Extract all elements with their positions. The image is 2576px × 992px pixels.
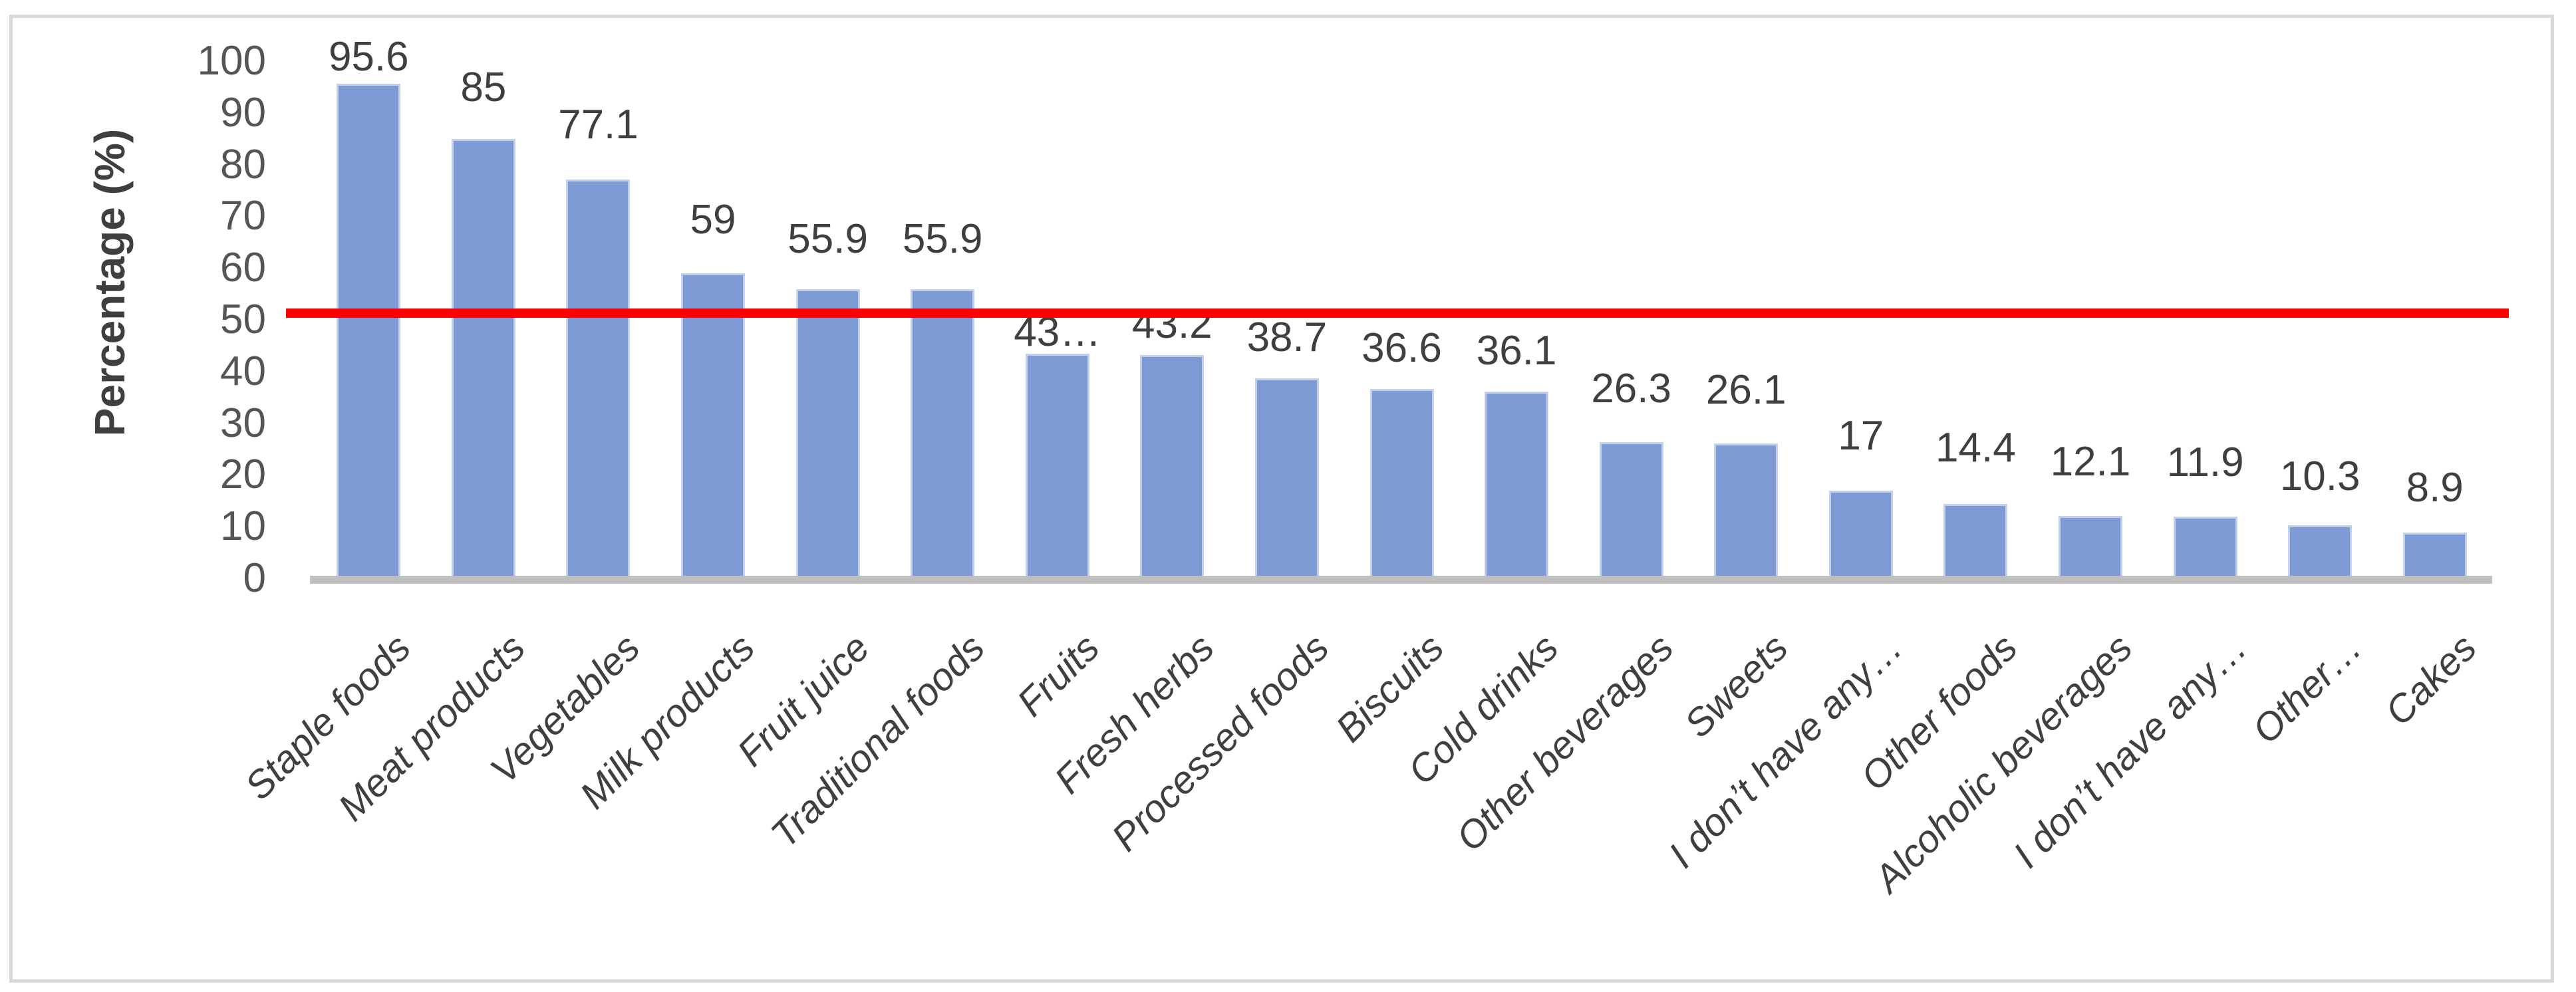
y-tick-label: 0 [243, 555, 266, 601]
data-label: 12.1 [2050, 438, 2131, 485]
chart-frame-border [9, 15, 2554, 983]
data-label: 17 [1838, 412, 1884, 459]
data-label: 55.9 [902, 216, 983, 263]
y-tick-label: 10 [220, 503, 266, 550]
data-label: 95.6 [328, 34, 409, 80]
data-label: 8.9 [2406, 464, 2464, 511]
y-tick-label: 30 [220, 400, 266, 446]
data-label: 11.9 [2166, 439, 2244, 486]
bar [1140, 354, 1205, 578]
x-axis-line [310, 576, 2492, 584]
data-label: 36.1 [1476, 328, 1557, 374]
y-tick-label: 90 [220, 89, 266, 136]
y-tick-label: 100 [197, 38, 266, 84]
data-label: 36.6 [1361, 325, 1442, 372]
bar [2402, 532, 2467, 578]
data-label: 55.9 [787, 216, 868, 263]
bar [2173, 517, 2237, 578]
bar [1599, 442, 1663, 578]
data-label: 10.3 [2279, 453, 2361, 499]
bar [337, 84, 401, 578]
data-label: 77.1 [558, 102, 639, 148]
y-tick-label: 20 [220, 451, 266, 498]
y-tick-label: 70 [220, 193, 266, 239]
bar [1714, 443, 1779, 578]
y-tick-label: 80 [220, 141, 266, 187]
y-tick-label: 60 [220, 245, 266, 291]
data-label: 26.3 [1591, 366, 1671, 412]
data-label: 59 [690, 196, 736, 243]
data-label: 85 [460, 64, 507, 110]
data-label: 14.4 [1935, 424, 2016, 471]
bar [451, 138, 515, 578]
bar [1485, 392, 1549, 578]
data-label: 38.7 [1246, 314, 1328, 360]
y-tick-label: 40 [220, 348, 266, 394]
bar [1943, 503, 2008, 578]
bar [795, 289, 860, 578]
bar [1254, 378, 1319, 578]
bar [2288, 525, 2353, 578]
bar [1828, 490, 1893, 578]
bar [2058, 515, 2122, 578]
bar [1025, 354, 1089, 578]
bar [911, 289, 975, 578]
data-label: 26.1 [1705, 366, 1787, 413]
bar [681, 273, 746, 578]
bar [1369, 389, 1434, 578]
reference-line [286, 308, 2509, 318]
y-tick-label: 50 [220, 297, 266, 342]
